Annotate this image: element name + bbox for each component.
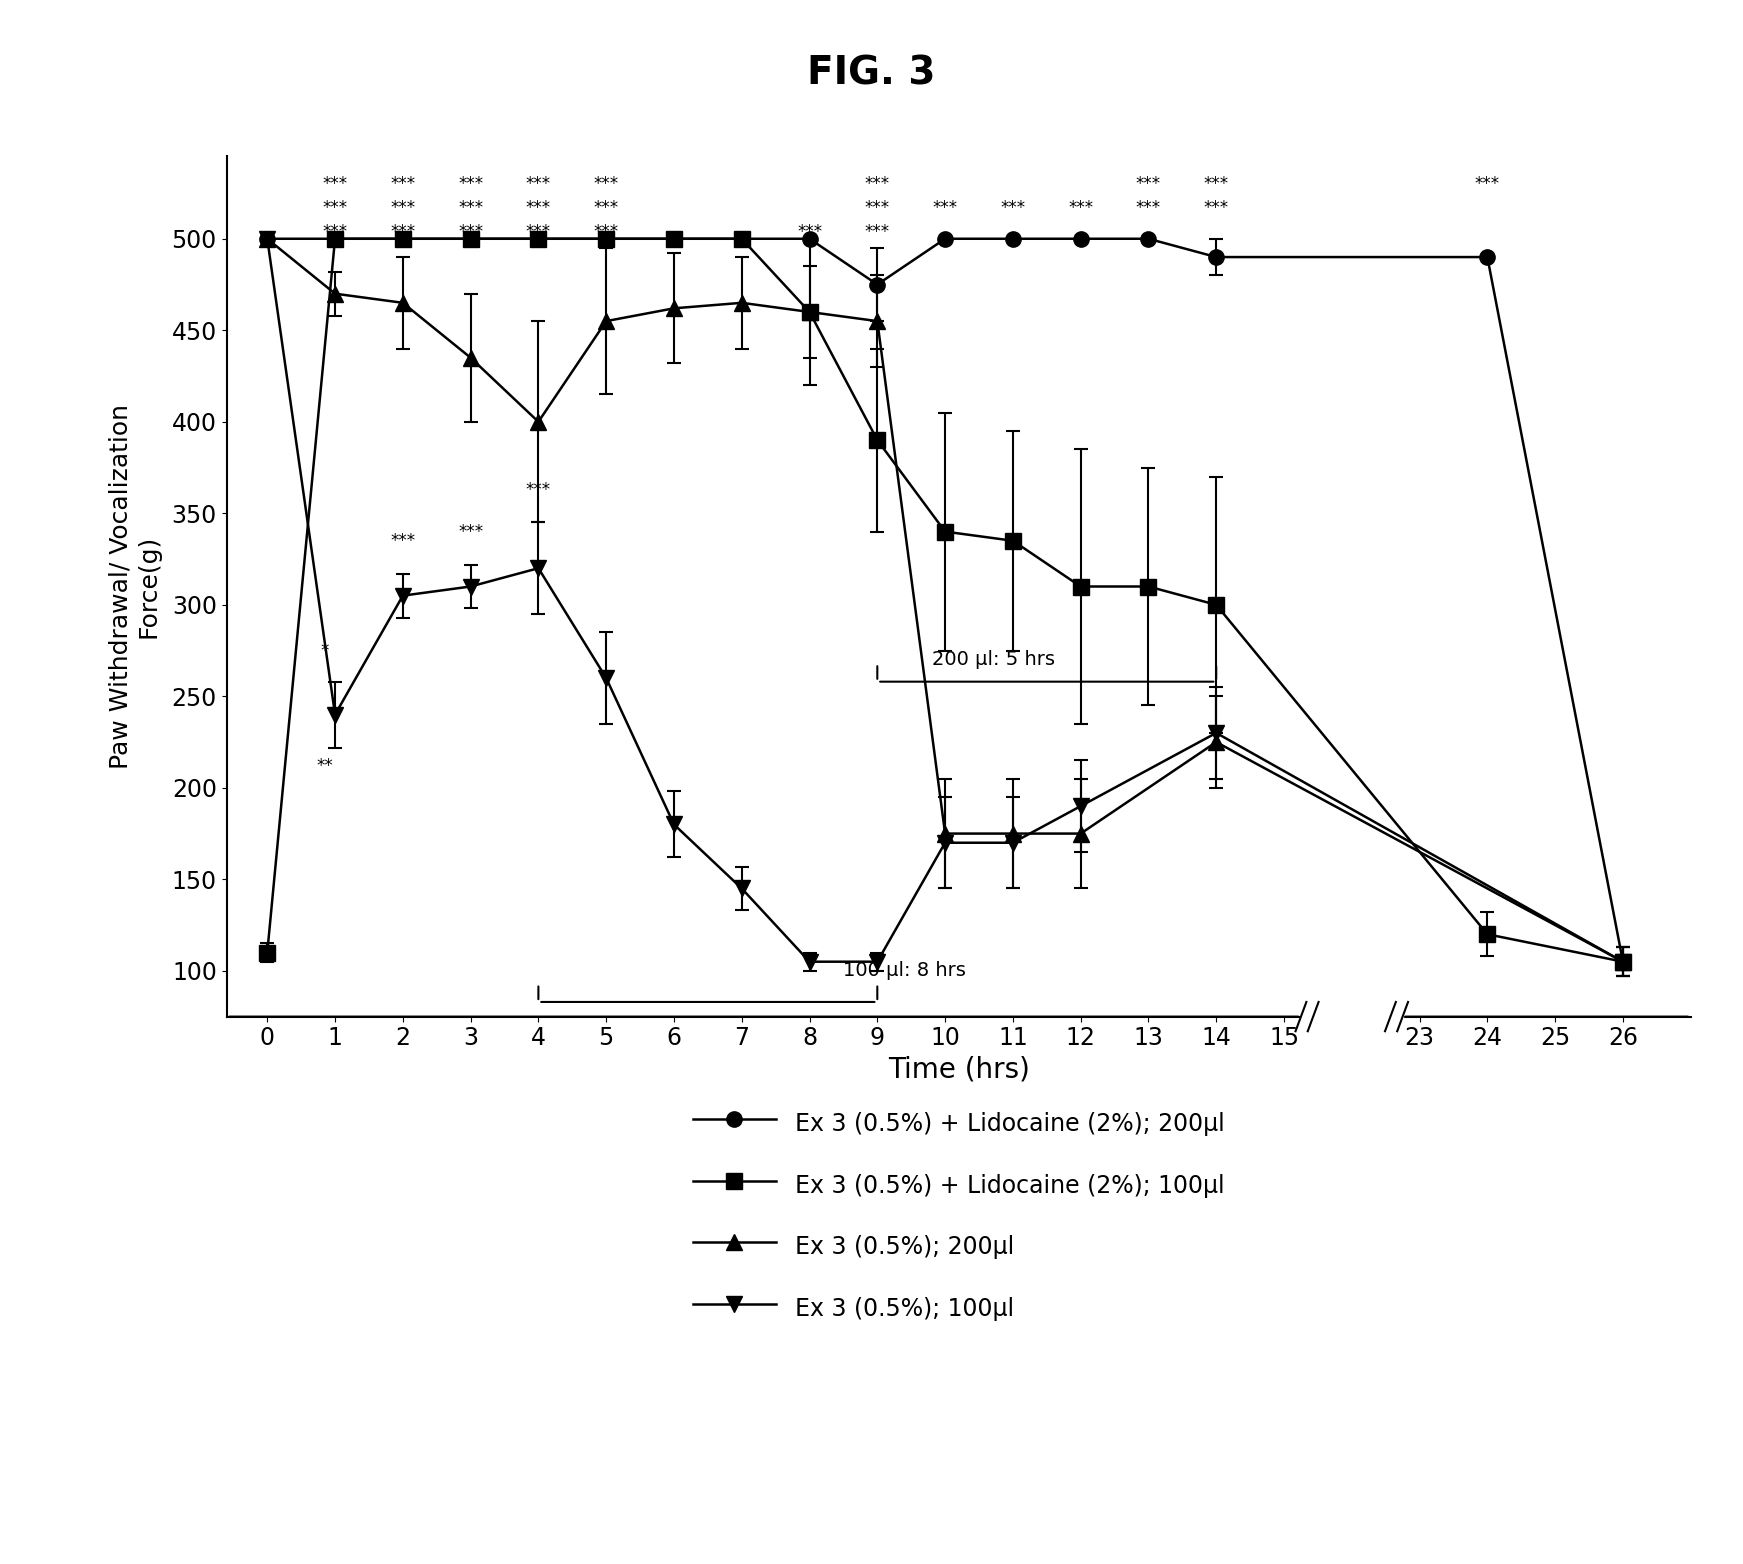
Text: ***: *** xyxy=(390,199,415,217)
Text: ***: *** xyxy=(1136,175,1161,192)
Text: ***: *** xyxy=(865,222,891,241)
Text: ***: *** xyxy=(390,175,415,192)
Text: ***: *** xyxy=(322,199,347,217)
X-axis label: Time (hrs): Time (hrs) xyxy=(887,1056,1030,1084)
Text: ***: *** xyxy=(526,480,551,499)
Text: ***: *** xyxy=(322,175,347,192)
Y-axis label: Paw Withdrawal/ Vocalization
Force(g): Paw Withdrawal/ Vocalization Force(g) xyxy=(108,404,160,769)
Text: ***: *** xyxy=(390,532,415,551)
Text: ***: *** xyxy=(594,222,619,241)
Text: ***: *** xyxy=(390,222,415,241)
Text: ***: *** xyxy=(1136,199,1161,217)
Text: ***: *** xyxy=(526,199,551,217)
Text: 100 μl: 8 hrs: 100 μl: 8 hrs xyxy=(844,960,966,981)
Text: **: ** xyxy=(317,757,333,776)
Text: ***: *** xyxy=(1204,175,1229,192)
Text: ***: *** xyxy=(458,522,483,541)
Text: ***: *** xyxy=(865,175,891,192)
Text: ***: *** xyxy=(458,199,483,217)
Text: ***: *** xyxy=(1000,199,1025,217)
Text: ***: *** xyxy=(526,175,551,192)
Text: 200 μl: 5 hrs: 200 μl: 5 hrs xyxy=(931,651,1055,669)
Text: ***: *** xyxy=(458,175,483,192)
Text: ***: *** xyxy=(594,175,619,192)
Text: ***: *** xyxy=(322,222,347,241)
Bar xyxy=(1300,1013,1403,1053)
Text: ***: *** xyxy=(865,199,891,217)
Text: ***: *** xyxy=(1068,199,1093,217)
Text: ***: *** xyxy=(1204,199,1229,217)
Text: *: * xyxy=(321,641,329,660)
Text: FIG. 3: FIG. 3 xyxy=(807,55,936,92)
Legend: Ex 3 (0.5%) + Lidocaine (2%); 200μl, Ex 3 (0.5%) + Lidocaine (2%); 100μl, Ex 3 (: Ex 3 (0.5%) + Lidocaine (2%); 200μl, Ex … xyxy=(669,1082,1248,1348)
Text: ***: *** xyxy=(797,222,823,241)
Text: ***: *** xyxy=(458,222,483,241)
Text: ***: *** xyxy=(594,199,619,217)
Text: ***: *** xyxy=(933,199,957,217)
Text: ***: *** xyxy=(526,222,551,241)
Text: ***: *** xyxy=(1475,175,1501,192)
